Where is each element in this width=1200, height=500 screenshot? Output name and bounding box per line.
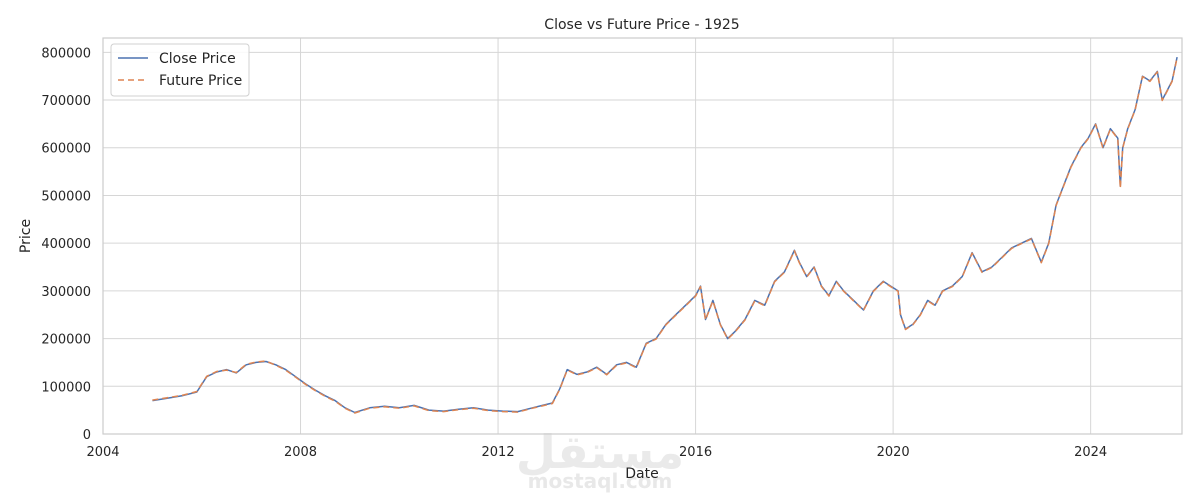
future-price-line: [152, 57, 1178, 414]
chart-title: Close vs Future Price - 1925: [544, 17, 739, 33]
x-tick-label: 2024: [1074, 445, 1107, 460]
y-tick-label: 200000: [41, 333, 91, 348]
plot-frame: [102, 37, 1183, 435]
grid: [102, 38, 1182, 435]
y-tick-label: 600000: [41, 142, 91, 157]
x-tick-label: 2020: [877, 445, 910, 460]
y-tick-label: 0: [83, 428, 91, 443]
legend: Close Price Future Price: [110, 43, 250, 97]
x-tick-label: 2016: [679, 445, 712, 460]
x-tick-label: 2012: [482, 445, 515, 460]
y-tick-label: 800000: [41, 46, 91, 61]
legend-box: [110, 43, 250, 97]
series-lines: [152, 56, 1178, 414]
y-axis-label: Price: [18, 219, 34, 253]
x-axis-label: Date: [625, 466, 658, 482]
x-tick-label: 2008: [284, 445, 317, 460]
y-tick-label: 300000: [41, 285, 91, 300]
watermark: مستقل mostaql.com: [516, 425, 684, 493]
x-tick-label: 2004: [86, 445, 119, 460]
y-tick-label: 500000: [41, 189, 91, 204]
legend-close-label: Close Price: [159, 51, 236, 67]
y-tick-label: 100000: [41, 380, 91, 395]
y-tick-label: 700000: [41, 94, 91, 109]
tick-labels: 0 100000 200000 300000 400000 500000 600000 700…: [41, 46, 1107, 460]
watermark-latin: mostaql.com: [528, 469, 673, 493]
y-tick-label: 400000: [41, 237, 91, 252]
legend-future-label: Future Price: [159, 73, 242, 89]
